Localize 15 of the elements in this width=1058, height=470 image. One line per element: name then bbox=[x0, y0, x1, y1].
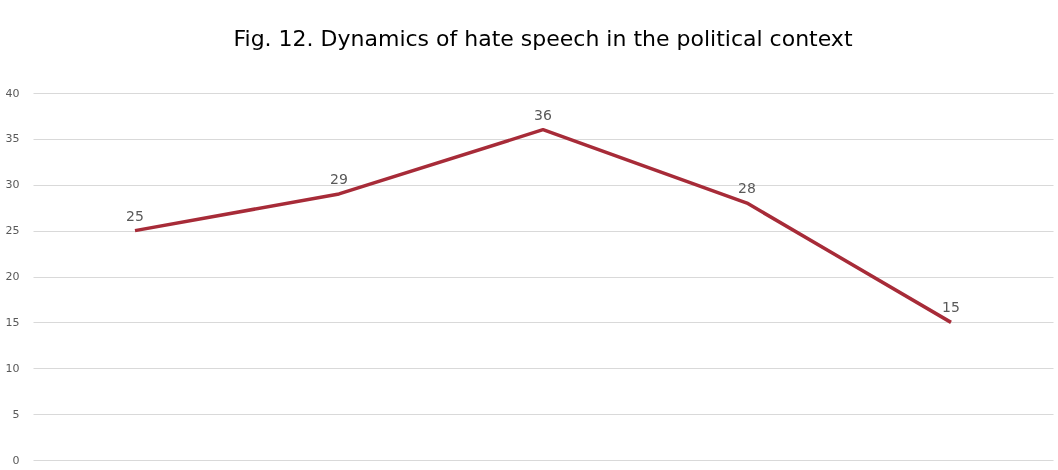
data-label: 28 bbox=[738, 180, 756, 197]
y-tick-label: 40 bbox=[5, 86, 20, 100]
y-tick-label: 5 bbox=[12, 407, 20, 421]
data-label: 25 bbox=[126, 207, 144, 224]
data-label: 36 bbox=[534, 106, 552, 123]
y-tick-label: 10 bbox=[5, 361, 20, 375]
y-tick-label: 30 bbox=[5, 178, 20, 192]
data-label: 15 bbox=[942, 299, 960, 316]
y-tick-label: 20 bbox=[5, 270, 20, 283]
data-label: 29 bbox=[330, 170, 348, 187]
y-tick-label: 35 bbox=[5, 132, 20, 146]
y-tick-label: 15 bbox=[5, 315, 20, 329]
y-tick-label: 0 bbox=[12, 453, 20, 467]
chart-title: Fig. 12. Dynamics of hate speech in the political context bbox=[233, 26, 853, 51]
y-tick-label: 25 bbox=[5, 224, 20, 238]
